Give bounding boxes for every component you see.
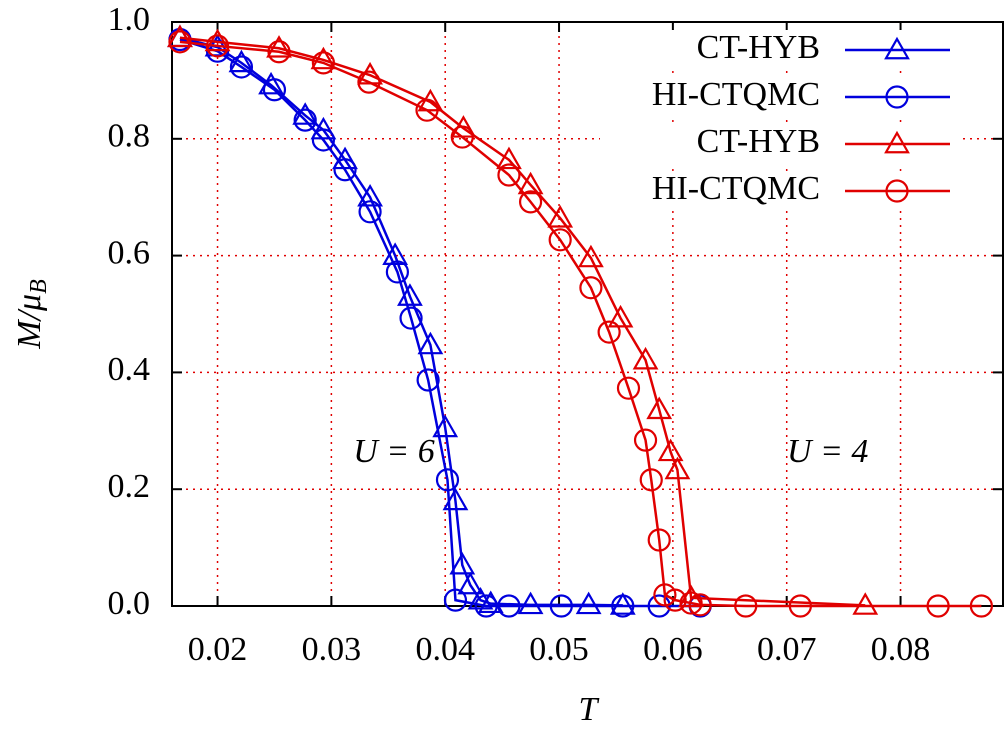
data-point <box>457 571 484 595</box>
data-point <box>788 594 812 618</box>
data-point <box>646 396 673 420</box>
data-point <box>497 594 521 618</box>
data-point <box>228 49 255 73</box>
legend-label: HI-CTQMC <box>652 76 820 113</box>
data-point <box>432 414 459 438</box>
x-tick-label: 0.05 <box>529 631 589 668</box>
data-point <box>518 190 543 214</box>
x-tick-label: 0.03 <box>302 631 362 668</box>
data-point <box>647 594 671 618</box>
data-point <box>267 40 291 64</box>
data-point <box>548 228 572 252</box>
data-point <box>609 592 636 615</box>
data-point <box>575 591 602 615</box>
x-tick-label: 0.08 <box>871 631 931 668</box>
data-point <box>358 200 382 224</box>
data-point <box>450 125 474 149</box>
data-point <box>311 128 336 152</box>
x-tick-label: 0.02 <box>188 631 248 668</box>
legend-marker <box>885 179 909 203</box>
data-point <box>497 163 521 187</box>
data-point <box>205 34 230 58</box>
data-point <box>474 594 498 618</box>
y-tick-label: 0.2 <box>108 468 151 505</box>
legend-label: HI-CTQMC <box>652 170 820 207</box>
data-point <box>549 594 573 618</box>
annotation: U = 6 <box>353 433 435 470</box>
data-point <box>664 456 691 480</box>
data-point <box>852 592 879 615</box>
data-point <box>333 158 357 182</box>
legend-label: CT-HYB <box>697 123 820 160</box>
data-point <box>167 24 193 48</box>
annotation: U = 4 <box>787 433 869 470</box>
data-point <box>416 368 440 392</box>
x-tick-label: 0.04 <box>415 631 475 668</box>
series-line <box>179 38 701 608</box>
data-point <box>517 171 544 195</box>
data-point <box>633 428 658 452</box>
data-point <box>415 98 439 122</box>
data-point <box>734 594 758 618</box>
data-point <box>435 468 460 492</box>
data-point <box>266 35 292 58</box>
legend-marker <box>885 85 909 109</box>
data-point <box>496 146 522 170</box>
legend-marker <box>884 130 910 154</box>
data-point <box>611 594 635 618</box>
y-tick-label: 0.6 <box>108 234 151 271</box>
data-point <box>262 78 287 102</box>
data-point <box>597 320 621 344</box>
data-point <box>663 588 687 612</box>
x-tick-label: 0.06 <box>643 631 703 668</box>
series-line <box>179 40 982 608</box>
data-point <box>639 468 663 492</box>
data-point <box>926 594 950 618</box>
data-point <box>579 276 603 300</box>
data-point <box>310 46 337 70</box>
legend-marker <box>884 36 910 60</box>
y-tick-label: 0.8 <box>108 118 151 155</box>
series-line <box>179 36 866 607</box>
data-point <box>517 591 544 615</box>
data-point <box>688 593 712 617</box>
data-point <box>657 438 684 462</box>
y-axis-label-main: M/μ <box>11 294 48 350</box>
y-tick-label: 0.4 <box>108 351 151 388</box>
y-tick-label: 1.0 <box>108 1 151 38</box>
data-point <box>969 594 993 618</box>
legend-label: CT-HYB <box>697 29 820 66</box>
y-axis-label: M/μB <box>11 279 52 350</box>
y-axis-label-sub: B <box>26 279 52 294</box>
x-axis-label: T <box>579 691 600 728</box>
data-point <box>204 28 231 52</box>
data-point <box>357 183 383 207</box>
data-point <box>417 331 444 355</box>
data-point <box>168 30 192 54</box>
data-point <box>616 376 641 400</box>
data-point <box>293 108 317 132</box>
data-point <box>632 346 659 370</box>
data-point <box>647 528 671 552</box>
data-point <box>357 70 381 94</box>
data-point <box>547 205 574 228</box>
data-point <box>385 260 409 284</box>
data-point <box>449 551 476 575</box>
data-point <box>578 244 604 268</box>
x-tick-label: 0.07 <box>757 631 817 668</box>
data-point <box>679 591 703 615</box>
y-tick-label: 0.0 <box>108 585 151 622</box>
data-point <box>229 55 254 79</box>
data-point <box>607 304 634 328</box>
data-point <box>311 51 336 75</box>
data-point <box>399 306 423 330</box>
data-point <box>443 588 468 612</box>
